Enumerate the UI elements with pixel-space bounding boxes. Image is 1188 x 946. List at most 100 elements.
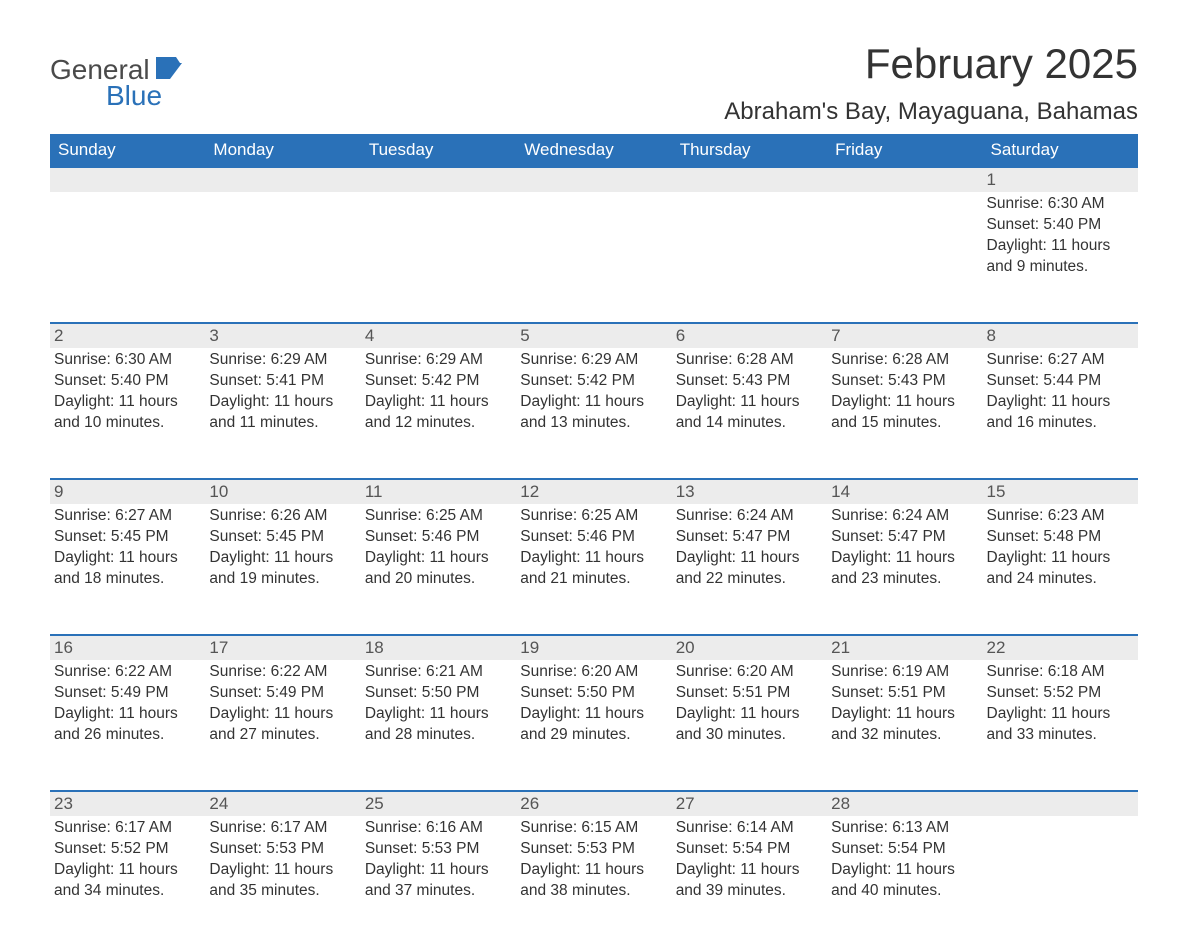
daylight-text: Daylight: 11 hours and 28 minutes. bbox=[365, 704, 510, 746]
day-cell bbox=[516, 192, 671, 322]
sunrise-text: Sunrise: 6:18 AM bbox=[987, 662, 1132, 683]
day-number: 25 bbox=[361, 792, 516, 816]
day-cell bbox=[361, 192, 516, 322]
sunset-text: Sunset: 5:43 PM bbox=[676, 371, 821, 392]
sunset-text: Sunset: 5:47 PM bbox=[831, 527, 976, 548]
sunset-text: Sunset: 5:46 PM bbox=[520, 527, 665, 548]
sunset-text: Sunset: 5:45 PM bbox=[209, 527, 354, 548]
day-number: 2 bbox=[50, 324, 205, 348]
day-cell: Sunrise: 6:24 AMSunset: 5:47 PMDaylight:… bbox=[672, 504, 827, 634]
day-number: 18 bbox=[361, 636, 516, 660]
day-body: Sunrise: 6:20 AMSunset: 5:51 PMDaylight:… bbox=[676, 660, 821, 746]
sunset-text: Sunset: 5:45 PM bbox=[54, 527, 199, 548]
dow-thursday: Thursday bbox=[672, 134, 827, 166]
sunrise-text: Sunrise: 6:29 AM bbox=[365, 350, 510, 371]
sunrise-text: Sunrise: 6:20 AM bbox=[676, 662, 821, 683]
day-body: Sunrise: 6:17 AMSunset: 5:52 PMDaylight:… bbox=[54, 816, 199, 902]
daylight-text: Daylight: 11 hours and 13 minutes. bbox=[520, 392, 665, 434]
daylight-text: Daylight: 11 hours and 35 minutes. bbox=[209, 860, 354, 902]
dow-wednesday: Wednesday bbox=[516, 134, 671, 166]
sunrise-text: Sunrise: 6:13 AM bbox=[831, 818, 976, 839]
daylight-text: Daylight: 11 hours and 38 minutes. bbox=[520, 860, 665, 902]
sunrise-text: Sunrise: 6:28 AM bbox=[676, 350, 821, 371]
day-body: Sunrise: 6:27 AMSunset: 5:45 PMDaylight:… bbox=[54, 504, 199, 590]
day-number bbox=[672, 168, 827, 192]
day-number: 20 bbox=[672, 636, 827, 660]
dow-sunday: Sunday bbox=[50, 134, 205, 166]
day-cell: Sunrise: 6:30 AMSunset: 5:40 PMDaylight:… bbox=[983, 192, 1138, 322]
dow-friday: Friday bbox=[827, 134, 982, 166]
sunrise-text: Sunrise: 6:28 AM bbox=[831, 350, 976, 371]
sunrise-text: Sunrise: 6:29 AM bbox=[520, 350, 665, 371]
sunset-text: Sunset: 5:52 PM bbox=[54, 839, 199, 860]
sunrise-text: Sunrise: 6:25 AM bbox=[365, 506, 510, 527]
daylight-text: Daylight: 11 hours and 21 minutes. bbox=[520, 548, 665, 590]
day-body: Sunrise: 6:16 AMSunset: 5:53 PMDaylight:… bbox=[365, 816, 510, 902]
day-cell bbox=[983, 816, 1138, 946]
day-body: Sunrise: 6:20 AMSunset: 5:50 PMDaylight:… bbox=[520, 660, 665, 746]
day-number bbox=[205, 168, 360, 192]
week-row: Sunrise: 6:17 AM Sunset: 5:52 PM Daylight:… bbox=[50, 816, 1138, 946]
month-title: February 2025 bbox=[724, 40, 1138, 88]
page: General Blue February 2025 Abraham's Bay… bbox=[0, 0, 1188, 918]
day-body: Sunrise: 6:28 AMSunset: 5:43 PMDaylight:… bbox=[831, 348, 976, 434]
sunrise-text: Sunrise: 6:19 AM bbox=[831, 662, 976, 683]
sunset-text: Sunset: 5:50 PM bbox=[520, 683, 665, 704]
week-row: Sunrise: 6:30 AMSunset: 5:40 PMDaylight:… bbox=[50, 348, 1138, 478]
sunrise-text: Sunrise: 6:16 AM bbox=[365, 818, 510, 839]
daylight-text: Daylight: 11 hours and 19 minutes. bbox=[209, 548, 354, 590]
week-row: Sunrise: 6:22 AM Sunset: 5:49 PM Daylight:… bbox=[50, 660, 1138, 790]
daylight-text: Daylight: 11 hours and 33 minutes. bbox=[987, 704, 1132, 746]
dow-saturday: Saturday bbox=[983, 134, 1138, 166]
day-number: 4 bbox=[361, 324, 516, 348]
day-body: Sunrise: 6:21 AMSunset: 5:50 PMDaylight:… bbox=[365, 660, 510, 746]
daylight-text: Daylight: 11 hours and 26 minutes. bbox=[54, 704, 199, 746]
day-cell: Sunrise: 6:29 AMSunset: 5:41 PMDaylight:… bbox=[205, 348, 360, 478]
sunrise-text: Sunrise: 6:26 AM bbox=[209, 506, 354, 527]
sunset-text: Sunset: 5:40 PM bbox=[987, 215, 1132, 236]
sunrise-text: Sunrise: 6:17 AM bbox=[209, 818, 354, 839]
day-number bbox=[983, 792, 1138, 816]
sunset-text: Sunset: 5:49 PM bbox=[209, 683, 354, 704]
day-body: Sunrise: 6:19 AMSunset: 5:51 PMDaylight:… bbox=[831, 660, 976, 746]
day-body: Sunrise: 6:22 AMSunset: 5:49 PMDaylight:… bbox=[209, 660, 354, 746]
day-cell bbox=[827, 192, 982, 322]
sunrise-text: Sunrise: 6:14 AM bbox=[676, 818, 821, 839]
flag-icon bbox=[156, 57, 188, 79]
day-cell bbox=[672, 192, 827, 322]
day-cell: Sunrise: 6:21 AMSunset: 5:50 PMDaylight:… bbox=[361, 660, 516, 790]
week-daynum-row: 9101112131415 bbox=[50, 478, 1138, 504]
day-cell: Sunrise: 6:23 AMSunset: 5:48 PMDaylight:… bbox=[983, 504, 1138, 634]
sunrise-text: Sunrise: 6:23 AM bbox=[987, 506, 1132, 527]
logo: General Blue bbox=[50, 54, 188, 112]
sunset-text: Sunset: 5:51 PM bbox=[831, 683, 976, 704]
day-cell: Sunrise: 6:29 AMSunset: 5:42 PMDaylight:… bbox=[516, 348, 671, 478]
day-cell: Sunrise: 6:27 AMSunset: 5:45 PMDaylight:… bbox=[50, 504, 205, 634]
daylight-text: Daylight: 11 hours and 11 minutes. bbox=[209, 392, 354, 434]
day-cell: Sunrise: 6:13 AMSunset: 5:54 PMDaylight:… bbox=[827, 816, 982, 946]
sunset-text: Sunset: 5:44 PM bbox=[987, 371, 1132, 392]
daylight-text: Daylight: 11 hours and 24 minutes. bbox=[987, 548, 1132, 590]
day-body: Sunrise: 6:17 AMSunset: 5:53 PMDaylight:… bbox=[209, 816, 354, 902]
sunset-text: Sunset: 5:46 PM bbox=[365, 527, 510, 548]
sunrise-text: Sunrise: 6:22 AM bbox=[54, 662, 199, 683]
day-body: Sunrise: 6:29 AMSunset: 5:42 PMDaylight:… bbox=[365, 348, 510, 434]
daylight-text: Daylight: 11 hours and 14 minutes. bbox=[676, 392, 821, 434]
daylight-text: Daylight: 11 hours and 12 minutes. bbox=[365, 392, 510, 434]
sunrise-text: Sunrise: 6:27 AM bbox=[987, 350, 1132, 371]
sunset-text: Sunset: 5:42 PM bbox=[520, 371, 665, 392]
sunset-text: Sunset: 5:51 PM bbox=[676, 683, 821, 704]
sunrise-text: Sunrise: 6:25 AM bbox=[520, 506, 665, 527]
day-cell: Sunrise: 6:24 AMSunset: 5:47 PMDaylight:… bbox=[827, 504, 982, 634]
day-body: Sunrise: 6:14 AMSunset: 5:54 PMDaylight:… bbox=[676, 816, 821, 902]
daylight-text: Daylight: 11 hours and 22 minutes. bbox=[676, 548, 821, 590]
day-cell: Sunrise: 6:16 AMSunset: 5:53 PMDaylight:… bbox=[361, 816, 516, 946]
day-cell: Sunrise: 6:27 AMSunset: 5:44 PMDaylight:… bbox=[983, 348, 1138, 478]
logo-word-blue: Blue bbox=[106, 80, 162, 112]
week-daynum-row: 232425262728 bbox=[50, 790, 1138, 816]
day-body: Sunrise: 6:27 AMSunset: 5:44 PMDaylight:… bbox=[987, 348, 1132, 434]
weeks-container: 1Sunrise: 6:30 AMSunset: 5:40 PMDaylight… bbox=[50, 166, 1138, 946]
day-number: 9 bbox=[50, 480, 205, 504]
dow-tuesday: Tuesday bbox=[361, 134, 516, 166]
daylight-text: Daylight: 11 hours and 30 minutes. bbox=[676, 704, 821, 746]
